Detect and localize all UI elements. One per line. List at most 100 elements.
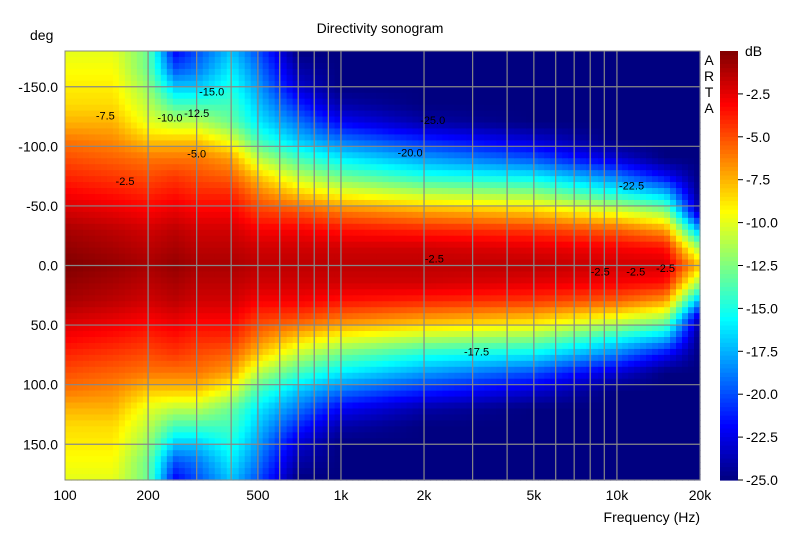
heatmap-cell (292, 372, 300, 380)
heatmap-cell (406, 158, 414, 165)
heatmap-cell (160, 450, 168, 457)
heatmap-cell (376, 253, 384, 261)
heatmap-cell (65, 259, 72, 267)
heatmap-cell (430, 372, 438, 380)
heatmap-cell (460, 301, 467, 308)
heatmap-cell (358, 211, 366, 219)
heatmap-cell (76, 176, 84, 183)
heatmap-cell (70, 247, 78, 255)
colorbar-label: dB (745, 43, 762, 59)
heatmap-cell (112, 92, 120, 100)
heatmap-cell (196, 128, 204, 136)
heatmap-cell (466, 438, 473, 445)
heatmap-cell (322, 450, 330, 457)
heatmap-cell (148, 146, 156, 153)
heatmap-cell (370, 354, 378, 362)
heatmap-cell (88, 223, 96, 231)
heatmap-cell (262, 360, 270, 368)
heatmap-cell (244, 283, 252, 290)
heatmap-cell (94, 402, 102, 410)
heatmap-cell (418, 247, 426, 255)
heatmap-cell (286, 289, 294, 296)
heatmap-cell (328, 271, 336, 279)
heatmap-cell (286, 420, 294, 427)
heatmap-cell (430, 128, 438, 136)
heatmap-cell (262, 337, 270, 344)
heatmap-cell (298, 384, 306, 392)
heatmap-cell (214, 194, 222, 201)
heatmap-cell (472, 426, 479, 433)
heatmap-cell (166, 265, 174, 273)
heatmap-cell (442, 86, 449, 94)
heatmap-cell (298, 396, 306, 404)
heatmap-cell (88, 74, 96, 82)
heatmap-cell (370, 182, 378, 189)
heatmap-cell (160, 426, 168, 433)
heatmap-cell (274, 134, 282, 141)
heatmap-cell (244, 354, 252, 362)
heatmap-cell (190, 134, 198, 141)
heatmap-cell (328, 319, 336, 326)
heatmap-cell (370, 265, 378, 273)
heatmap-cell (466, 211, 473, 219)
heatmap-cell (250, 265, 258, 273)
heatmap-cell (65, 188, 72, 195)
heatmap-cell (154, 390, 162, 398)
heatmap-cell (304, 408, 312, 416)
heatmap-cell (472, 199, 479, 207)
heatmap-cell (358, 444, 366, 451)
heatmap-cell (280, 247, 288, 255)
heatmap-cell (418, 68, 426, 76)
heatmap-cell (412, 68, 420, 76)
heatmap-cell (94, 241, 102, 249)
heatmap-cell (382, 110, 390, 118)
heatmap-cell (220, 432, 228, 439)
heatmap-cell (322, 235, 330, 243)
heatmap-cell (262, 390, 270, 398)
heatmap-cell (148, 62, 156, 70)
heatmap-cell (418, 188, 426, 195)
heatmap-cell (142, 223, 150, 231)
heatmap-cell (436, 283, 444, 290)
heatmap-cell (358, 307, 366, 314)
heatmap-cell (118, 188, 126, 195)
heatmap-cell (130, 51, 138, 58)
heatmap-cell (328, 402, 336, 410)
heatmap-cell (454, 170, 461, 177)
heatmap-cell (334, 128, 342, 136)
heatmap-cell (220, 408, 228, 416)
heatmap-cell (88, 188, 96, 195)
heatmap-cell (262, 271, 270, 279)
heatmap-cell (352, 325, 360, 332)
heatmap-cell (76, 229, 84, 237)
heatmap-cell (178, 313, 186, 320)
heatmap-cell (214, 253, 222, 261)
heatmap-cell (412, 384, 420, 392)
heatmap-cell (100, 366, 108, 374)
heatmap-cell (100, 104, 108, 112)
heatmap-cell (262, 92, 270, 100)
heatmap-cell (112, 319, 120, 326)
heatmap-cell (250, 253, 258, 261)
heatmap-cell (454, 140, 461, 147)
heatmap-cell (322, 116, 330, 124)
heatmap-cell (388, 342, 396, 350)
heatmap-cell (208, 474, 216, 481)
heatmap-cell (232, 444, 240, 451)
heatmap-cell (94, 98, 102, 106)
heatmap-cell (100, 235, 108, 243)
heatmap-cell (76, 110, 84, 118)
heatmap-cell (304, 366, 312, 374)
heatmap-cell (292, 408, 300, 416)
heatmap-cell (154, 205, 162, 213)
heatmap-cell (196, 116, 204, 124)
heatmap-cell (76, 158, 84, 165)
heatmap-cell (238, 396, 246, 404)
heatmap-cell (232, 396, 240, 404)
heatmap-cell (190, 438, 198, 445)
heatmap-cell (118, 438, 126, 445)
heatmap-cell (70, 295, 78, 302)
heatmap-cell (124, 104, 132, 112)
heatmap-cell (76, 122, 84, 130)
heatmap-cell (472, 348, 479, 356)
